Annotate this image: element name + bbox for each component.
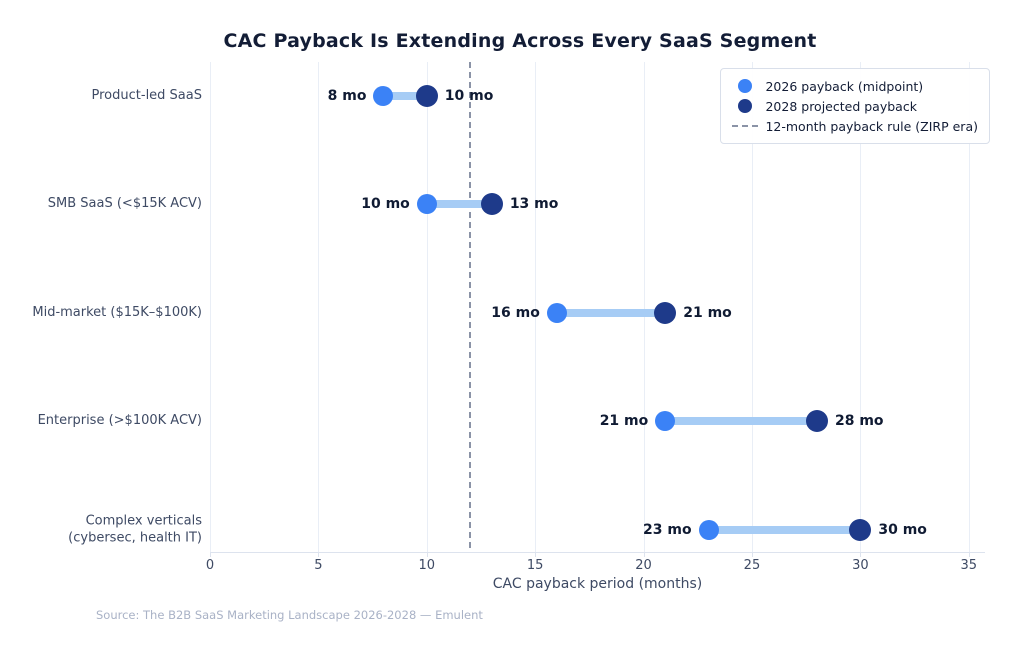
dot-2028-row-3 <box>805 410 828 433</box>
tickmark-x-30 <box>860 553 862 557</box>
dot-2026-row-2 <box>546 302 567 323</box>
dot-2026-row-0 <box>373 86 394 106</box>
y-category-label-line: SMB SaaS (<$15K ACV) <box>47 196 202 212</box>
gridline-x-5 <box>318 62 320 552</box>
y-category-label-line: (cybersec, health IT) <box>68 530 202 546</box>
x-tick-label: 20 <box>635 558 652 573</box>
value-label-2028-row-3: 28 mo <box>834 413 884 430</box>
plot-area: 8 mo 10 mo 10 mo 13 mo 16 mo 21 mo 21 mo 28 mo 2… <box>210 62 985 557</box>
dot-2028-row-2 <box>654 301 677 324</box>
tickmark-x-15 <box>535 553 537 557</box>
value-label-2028-row-4: 30 mo <box>878 521 927 538</box>
legend-circle-marker <box>738 99 753 113</box>
reference-line-12-month <box>469 62 472 552</box>
gridline-x-35 <box>968 62 970 552</box>
tickmark-x-5 <box>318 553 320 557</box>
dot-2026-row-3 <box>655 411 676 432</box>
legend-circle-marker <box>738 79 753 93</box>
dot-2028-row-4 <box>849 518 872 541</box>
tickmark-x-0 <box>210 553 211 557</box>
x-tick-label: 35 <box>960 558 977 573</box>
value-label-2028-row-1: 13 mo <box>509 196 559 213</box>
legend-label-1: 2028 projected payback <box>765 98 917 114</box>
value-label-2026-row-1: 10 mo <box>361 196 410 213</box>
legend-item-1: 2028 projected payback <box>730 96 978 116</box>
y-category-label-row-3: Enterprise (>$100K ACV) <box>0 412 202 430</box>
legend-dashed-line-marker <box>732 125 759 127</box>
legend-dot-icon <box>730 99 760 113</box>
gridline-x-15 <box>535 62 537 552</box>
value-label-2028-row-0: 10 mo <box>444 88 494 104</box>
x-tick-label: 0 <box>205 558 215 573</box>
value-label-2026-row-4: 23 mo <box>643 521 692 538</box>
y-category-label-row-2: Mid-market ($15K–$100K) <box>0 304 202 322</box>
gridline-x-30 <box>860 62 862 552</box>
value-label-2026-row-2: 16 mo <box>491 304 540 321</box>
tickmark-x-20 <box>643 553 645 557</box>
dot-2028-row-1 <box>480 193 503 216</box>
y-category-label-line: Enterprise (>$100K ACV) <box>37 413 202 429</box>
connector-row-4 <box>708 525 861 534</box>
gridline-x-25 <box>751 62 753 552</box>
chart-title: CAC Payback Is Extending Across Every Sa… <box>223 30 817 52</box>
gridline-x-0 <box>210 62 211 552</box>
y-category-label-row-4: Complex verticals (cybersec, health IT) <box>0 512 202 547</box>
dot-2028-row-0 <box>415 85 438 107</box>
tickmark-x-25 <box>751 553 753 557</box>
tickmark-x-35 <box>968 553 970 557</box>
y-category-label-line: Mid-market ($15K–$100K) <box>32 305 202 321</box>
legend-item-2: 12-month payback rule (ZIRP era) <box>730 116 978 136</box>
connector-row-0 <box>383 92 427 100</box>
legend-label-2: 12-month payback rule (ZIRP era) <box>765 118 978 134</box>
x-axis-title: CAC payback period (months) <box>492 576 703 592</box>
y-category-label-line: Complex verticals <box>85 513 202 529</box>
x-tick-label: 5 <box>314 558 323 573</box>
x-tick-label: 15 <box>526 558 544 573</box>
value-label-2028-row-2: 21 mo <box>683 304 732 321</box>
legend-dash-icon <box>730 125 760 127</box>
x-tick-label: 25 <box>743 558 761 573</box>
value-label-2026-row-0: 8 mo <box>327 88 367 104</box>
connector-row-1 <box>426 200 492 209</box>
value-label-2026-row-3: 21 mo <box>599 413 649 430</box>
dot-2026-row-4 <box>698 519 719 540</box>
x-tick-label: 10 <box>418 558 436 573</box>
gridline-x-10 <box>426 62 428 552</box>
gridline-x-20 <box>643 62 645 552</box>
x-tick-label: 30 <box>852 558 869 573</box>
legend-dot-icon <box>730 79 760 93</box>
y-category-label-line: Product-led SaaS <box>91 88 202 104</box>
source-note: Source: The B2B SaaS Marketing Landscape… <box>96 608 483 622</box>
connector-row-3 <box>665 417 817 426</box>
legend-item-0: 2026 payback (midpoint) <box>730 76 978 96</box>
dot-2026-row-1 <box>416 194 437 215</box>
y-category-label-row-1: SMB SaaS (<$15K ACV) <box>0 196 202 214</box>
tickmark-x-10 <box>426 553 428 557</box>
y-category-label-row-0: Product-led SaaS <box>0 87 202 105</box>
connector-row-2 <box>556 308 666 317</box>
legend-box: 2026 payback (midpoint) 2028 projected pa… <box>720 68 990 144</box>
legend-label-0: 2026 payback (midpoint) <box>765 78 924 94</box>
